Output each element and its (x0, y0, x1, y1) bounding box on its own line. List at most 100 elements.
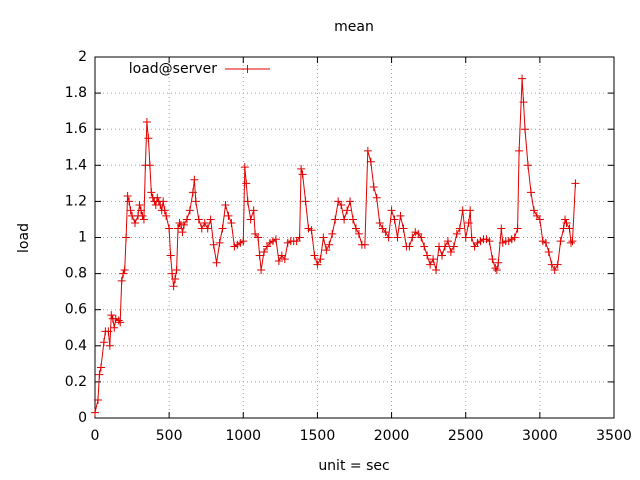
data-point (316, 255, 325, 264)
y-tick-label: 0.4 (65, 338, 87, 354)
y-tick-label: 0.2 (65, 374, 87, 390)
y-tick-label: 1.8 (65, 85, 87, 101)
data-point (135, 201, 144, 210)
data-point (242, 179, 251, 188)
data-point (99, 338, 108, 347)
data-point (399, 224, 408, 233)
data-point (553, 260, 562, 269)
data-point (194, 215, 203, 224)
data-point (561, 215, 570, 224)
data-point (523, 161, 532, 170)
data-point (295, 233, 304, 242)
data-point (182, 215, 191, 224)
data-point (93, 395, 102, 404)
data-point (249, 206, 258, 215)
data-point (138, 211, 147, 220)
data-point (337, 201, 346, 210)
data-point (310, 251, 319, 260)
data-point (449, 242, 458, 251)
data-point (147, 188, 156, 197)
data-point (485, 237, 494, 246)
x-tick-label: 0 (91, 428, 100, 444)
data-point (212, 258, 221, 267)
data-point (565, 224, 574, 233)
data-point (426, 260, 435, 269)
data-point (271, 235, 280, 244)
data-point (224, 211, 233, 220)
data-point (492, 265, 501, 274)
data-point (375, 219, 384, 228)
data-point (104, 327, 113, 336)
y-tick-label: 1.6 (65, 121, 87, 137)
chart-title: mean (334, 19, 374, 35)
data-point (120, 265, 129, 274)
data-point (159, 197, 168, 206)
data-point (432, 265, 441, 274)
data-point (298, 170, 307, 179)
data-point (240, 163, 249, 172)
data-point (488, 255, 497, 264)
data-point (145, 161, 154, 170)
x-tick-label: 2000 (374, 428, 410, 444)
data-point (206, 215, 215, 224)
data-point (260, 247, 269, 256)
data-point (280, 255, 289, 264)
data-point (117, 276, 126, 285)
x-tick-label: 3000 (522, 428, 558, 444)
data-point (354, 229, 363, 238)
data-point (405, 242, 414, 251)
data-point (116, 318, 125, 327)
data-point (343, 206, 352, 215)
x-tick-label: 500 (156, 428, 183, 444)
data-point (246, 215, 255, 224)
data-point (274, 256, 283, 265)
data-point (466, 206, 475, 215)
y-tick-label: 1 (78, 230, 87, 246)
data-point (160, 206, 169, 215)
data-point (243, 197, 252, 206)
data-point (562, 219, 571, 228)
data-point (369, 182, 378, 191)
data-point (458, 206, 467, 215)
data-point (387, 206, 396, 215)
y-tick-label: 0 (78, 410, 87, 426)
data-point (393, 233, 402, 242)
data-point (518, 74, 527, 83)
data-point (366, 157, 375, 166)
data-point (107, 311, 116, 320)
data-point (178, 228, 187, 237)
data-point (571, 179, 580, 188)
data-point (446, 247, 455, 256)
data-point (535, 215, 544, 224)
data-point (408, 233, 417, 242)
data-point (200, 219, 209, 228)
data-point (566, 238, 575, 247)
data-point (313, 260, 322, 269)
y-axis-label: load (16, 223, 32, 253)
data-point (131, 219, 140, 228)
data-point (301, 197, 310, 206)
y-tick-label: 1.2 (65, 193, 87, 209)
data-point (169, 282, 178, 291)
data-point (171, 275, 180, 284)
data-point (440, 242, 449, 251)
data-point (541, 238, 550, 247)
data-point (322, 246, 331, 255)
data-point (227, 219, 236, 228)
legend-marker (243, 65, 252, 73)
data-point (168, 269, 177, 278)
data-point (325, 240, 334, 249)
data-point (497, 224, 506, 233)
data-point (144, 134, 153, 143)
data-point (515, 146, 524, 155)
data-point (529, 206, 538, 215)
data-point (203, 224, 212, 233)
data-point (396, 211, 405, 220)
data-point (437, 251, 446, 260)
data-point (568, 237, 577, 246)
x-tick-label: 2500 (448, 428, 484, 444)
data-point (110, 323, 119, 332)
x-tick-label: 1500 (300, 428, 336, 444)
data-point (175, 219, 184, 228)
